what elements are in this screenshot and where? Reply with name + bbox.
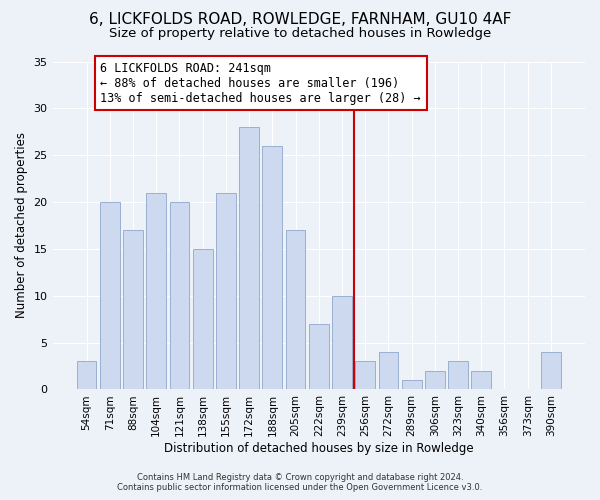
Bar [170,202,190,390]
Text: 6, LICKFOLDS ROAD, ROWLEDGE, FARNHAM, GU10 4AF: 6, LICKFOLDS ROAD, ROWLEDGE, FARNHAM, GU… [89,12,511,28]
Bar [448,362,468,390]
Bar [379,352,398,390]
Bar [332,296,352,390]
Bar [77,362,97,390]
Text: 6 LICKFOLDS ROAD: 241sqm
← 88% of detached houses are smaller (196)
13% of semi-: 6 LICKFOLDS ROAD: 241sqm ← 88% of detach… [100,62,421,104]
Bar [425,370,445,390]
Bar [193,249,212,390]
Bar [309,324,329,390]
Bar [262,146,282,390]
Y-axis label: Number of detached properties: Number of detached properties [15,132,28,318]
Bar [100,202,119,390]
X-axis label: Distribution of detached houses by size in Rowledge: Distribution of detached houses by size … [164,442,473,455]
Bar [541,352,561,390]
Text: Size of property relative to detached houses in Rowledge: Size of property relative to detached ho… [109,28,491,40]
Bar [472,370,491,390]
Bar [216,192,236,390]
Bar [402,380,422,390]
Bar [146,192,166,390]
Text: Contains HM Land Registry data © Crown copyright and database right 2024.
Contai: Contains HM Land Registry data © Crown c… [118,473,482,492]
Bar [123,230,143,390]
Bar [286,230,305,390]
Bar [355,362,375,390]
Bar [239,127,259,390]
